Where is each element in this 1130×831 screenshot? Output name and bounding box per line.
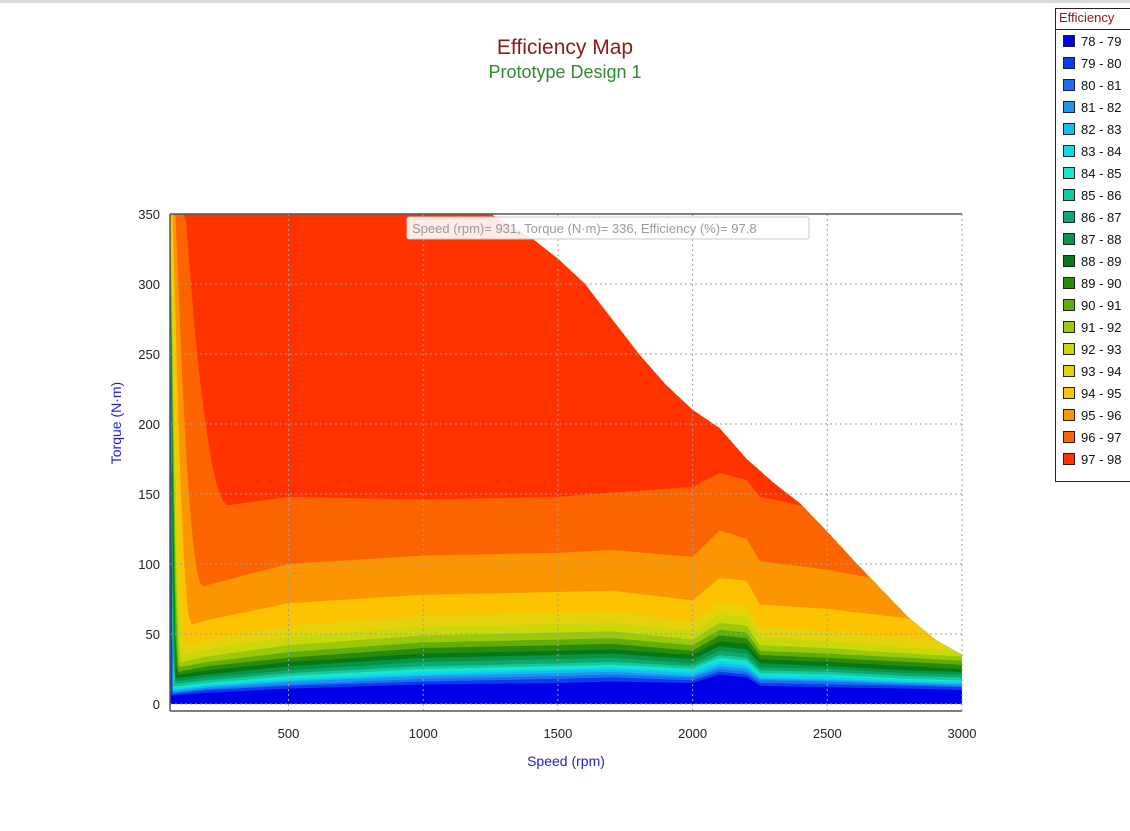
- y-tick-label: 0: [153, 697, 160, 712]
- legend-label: 79 - 80: [1081, 55, 1122, 71]
- x-tick-label: 500: [278, 726, 300, 741]
- legend-item: 91 - 92: [1056, 316, 1130, 338]
- tick-labels: 500 1000 1500 2000 2500 3000 0 50 100 150 200 250 30…: [138, 207, 976, 741]
- legend-item: 80 - 81: [1056, 74, 1130, 96]
- legend-item: 97 - 98: [1056, 448, 1130, 470]
- legend-label: 97 - 98: [1081, 451, 1122, 467]
- legend-swatch: [1063, 409, 1075, 421]
- legend-label: 94 - 95: [1081, 385, 1122, 401]
- legend-item: 81 - 82: [1056, 96, 1130, 118]
- axes-layer: [169, 213, 962, 712]
- legend-item: 86 - 87: [1056, 206, 1130, 228]
- legend-title: Efficiency: [1056, 9, 1130, 30]
- legend-swatch: [1063, 299, 1075, 311]
- legend-item: 88 - 89: [1056, 250, 1130, 272]
- legend-label: 93 - 94: [1081, 363, 1122, 379]
- legend-swatch: [1063, 255, 1075, 267]
- tooltip-text: Speed (rpm)= 931, Torque (N·m)= 336, Eff…: [412, 221, 757, 236]
- legend-swatch: [1063, 167, 1075, 179]
- legend-swatch: [1063, 387, 1075, 399]
- contour-band-97-98: [170, 214, 962, 655]
- legend-swatch: [1063, 343, 1075, 355]
- legend-label: 87 - 88: [1081, 231, 1122, 247]
- legend: Efficiency 78 - 79 79 - 80 80 - 81 81 - 82 8…: [1055, 8, 1130, 482]
- legend-item: 83 - 84: [1056, 140, 1130, 162]
- legend-item: 96 - 97: [1056, 426, 1130, 448]
- legend-label: 95 - 96: [1081, 407, 1122, 423]
- legend-label: 88 - 89: [1081, 253, 1122, 269]
- legend-swatch: [1063, 189, 1075, 201]
- legend-label: 81 - 82: [1081, 99, 1122, 115]
- x-tick-label: 1500: [543, 726, 572, 741]
- legend-label: 90 - 91: [1081, 297, 1122, 313]
- legend-item: 85 - 86: [1056, 184, 1130, 206]
- legend-swatch: [1063, 211, 1075, 223]
- legend-label: 82 - 83: [1081, 121, 1122, 137]
- y-tick-label: 50: [146, 627, 160, 642]
- legend-swatch: [1063, 453, 1075, 465]
- legend-label: 91 - 92: [1081, 319, 1122, 335]
- y-tick-label: 300: [138, 277, 160, 292]
- legend-label: 84 - 85: [1081, 165, 1122, 181]
- legend-swatch: [1063, 79, 1075, 91]
- legend-label: 80 - 81: [1081, 77, 1122, 93]
- y-tick-label: 100: [138, 557, 160, 572]
- legend-label: 78 - 79: [1081, 33, 1122, 49]
- legend-label: 85 - 86: [1081, 187, 1122, 203]
- legend-swatch: [1063, 233, 1075, 245]
- x-tick-label: 1000: [409, 726, 438, 741]
- legend-label: 86 - 87: [1081, 209, 1122, 225]
- x-tick-label: 2500: [813, 726, 842, 741]
- x-axis-label: Speed (rpm): [527, 753, 605, 769]
- hover-tooltip: Speed (rpm)= 931, Torque (N·m)= 336, Eff…: [406, 216, 810, 240]
- window-top-border: [0, 0, 1130, 3]
- legend-item: 78 - 79: [1056, 30, 1130, 52]
- legend-item: 84 - 85: [1056, 162, 1130, 184]
- legend-label: 92 - 93: [1081, 341, 1122, 357]
- y-tick-label: 250: [138, 347, 160, 362]
- legend-item: 89 - 90: [1056, 272, 1130, 294]
- legend-label: 96 - 97: [1081, 429, 1122, 445]
- legend-item: 93 - 94: [1056, 360, 1130, 382]
- legend-label: 89 - 90: [1081, 275, 1122, 291]
- legend-item: 82 - 83: [1056, 118, 1130, 140]
- y-tick-label: 150: [138, 487, 160, 502]
- legend-item: 79 - 80: [1056, 52, 1130, 74]
- legend-swatch: [1063, 145, 1075, 157]
- contour-layer: [170, 214, 962, 704]
- x-tick-label: 2000: [678, 726, 707, 741]
- legend-swatch: [1063, 57, 1075, 69]
- legend-label: 83 - 84: [1081, 143, 1122, 159]
- legend-item: 90 - 91: [1056, 294, 1130, 316]
- tooltip-box: [406, 216, 810, 240]
- chart-title: Efficiency Map: [497, 36, 633, 59]
- legend-swatch: [1063, 35, 1075, 47]
- legend-item: 95 - 96: [1056, 404, 1130, 426]
- legend-items: 78 - 79 79 - 80 80 - 81 81 - 82 82 - 83 83 - …: [1056, 30, 1130, 470]
- legend-swatch: [1063, 101, 1075, 113]
- y-axis-label: Torque (N·m): [108, 382, 124, 464]
- legend-item: 92 - 93: [1056, 338, 1130, 360]
- legend-swatch: [1063, 123, 1075, 135]
- legend-item: 87 - 88: [1056, 228, 1130, 250]
- legend-swatch: [1063, 365, 1075, 377]
- chart-subtitle: Prototype Design 1: [488, 62, 641, 82]
- legend-item: 94 - 95: [1056, 382, 1130, 404]
- legend-swatch: [1063, 321, 1075, 333]
- y-tick-label: 200: [138, 417, 160, 432]
- legend-swatch: [1063, 277, 1075, 289]
- x-tick-label: 3000: [948, 726, 977, 741]
- legend-swatch: [1063, 431, 1075, 443]
- y-tick-label: 350: [138, 207, 160, 222]
